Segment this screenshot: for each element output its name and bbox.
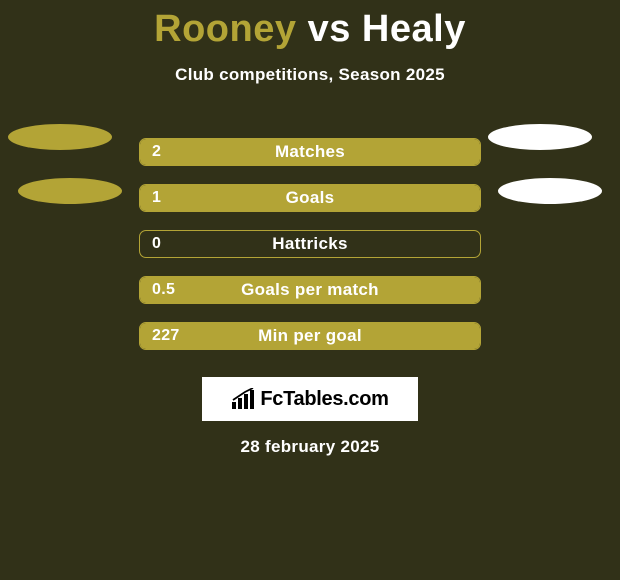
stat-label: Min per goal xyxy=(258,326,362,346)
stat-bar-track: 0.5 Goals per match xyxy=(139,276,481,304)
chart-icon xyxy=(231,388,257,410)
logo: FcTables.com xyxy=(231,388,388,411)
stat-value: 2 xyxy=(152,143,161,161)
stat-bar-track: 1 Goals xyxy=(139,184,481,212)
stat-row: 0 Hattricks xyxy=(0,221,620,267)
stat-label: Goals xyxy=(286,188,335,208)
vs-text: vs xyxy=(308,8,351,50)
stat-label: Goals per match xyxy=(241,280,379,300)
stat-value: 227 xyxy=(152,327,180,345)
decorative-ellipse xyxy=(498,178,602,204)
date: 28 february 2025 xyxy=(0,437,620,457)
player2-name: Healy xyxy=(362,8,466,50)
stats-container: 2 Matches 1 Goals 0 Hattricks 0.5 Goals per mat… xyxy=(0,129,620,359)
stat-value: 1 xyxy=(152,189,161,207)
decorative-ellipse xyxy=(18,178,122,204)
stat-row: 0.5 Goals per match xyxy=(0,267,620,313)
stat-label: Hattricks xyxy=(272,234,347,254)
decorative-ellipse xyxy=(8,124,112,150)
stat-value: 0 xyxy=(152,235,161,253)
stat-row: 227 Min per goal xyxy=(0,313,620,359)
logo-box: FcTables.com xyxy=(202,377,418,421)
logo-text: FcTables.com xyxy=(260,388,388,411)
stat-label: Matches xyxy=(275,142,345,162)
stat-bar-track: 0 Hattricks xyxy=(139,230,481,258)
comparison-title: Rooney vs Healy xyxy=(0,0,620,51)
decorative-ellipse xyxy=(488,124,592,150)
stat-bar-track: 227 Min per goal xyxy=(139,322,481,350)
subtitle: Club competitions, Season 2025 xyxy=(0,65,620,85)
stat-bar-track: 2 Matches xyxy=(139,138,481,166)
player1-name: Rooney xyxy=(154,8,296,50)
stat-value: 0.5 xyxy=(152,281,175,299)
